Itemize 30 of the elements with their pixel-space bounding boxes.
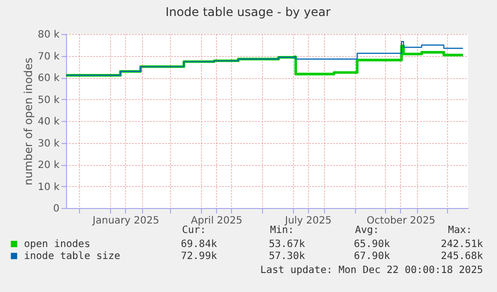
text: 67.90k	[354, 251, 390, 262]
x-tick-label: October 2025	[366, 216, 436, 226]
text: 53.67k	[268, 239, 305, 250]
text: Min:	[270, 225, 294, 236]
y-tick-label: 40 k	[38, 116, 60, 128]
x-tick-label: July 2025	[284, 216, 332, 226]
text: Cur:	[182, 225, 206, 236]
y-tick-label: 0	[53, 204, 60, 214]
text: Max:	[448, 225, 472, 236]
text: 245.68k	[440, 251, 483, 262]
text: 72.99k	[180, 251, 217, 262]
x-tick-label: April 2025	[190, 216, 242, 226]
chart-title: Inode table usage - by year	[166, 5, 331, 19]
y-tick-label: 70 k	[38, 51, 60, 62]
text: 57.30k	[268, 251, 305, 262]
y-tick-label: 30 k	[38, 138, 60, 150]
y-tick-label: 50 k	[38, 94, 60, 106]
y-tick-label: 10 k	[38, 182, 60, 193]
text: 65.90k	[354, 239, 390, 250]
text: 242.51k	[440, 239, 483, 250]
text: Avg:	[355, 225, 380, 236]
x-tick-label: January 2025	[92, 216, 160, 226]
y-tick-label: 20 k	[38, 160, 60, 171]
y-tick-label: 60 k	[38, 73, 60, 84]
text: 69.84k	[180, 239, 217, 250]
y-axis-title: number of open inodes	[22, 57, 35, 186]
text: Last update: Mon Dec 22 00:00:18 2025	[260, 265, 483, 276]
legend-label: inode table size	[24, 251, 120, 262]
legend-label: open inodes	[24, 239, 90, 250]
y-tick-label: 80 k	[38, 30, 60, 40]
